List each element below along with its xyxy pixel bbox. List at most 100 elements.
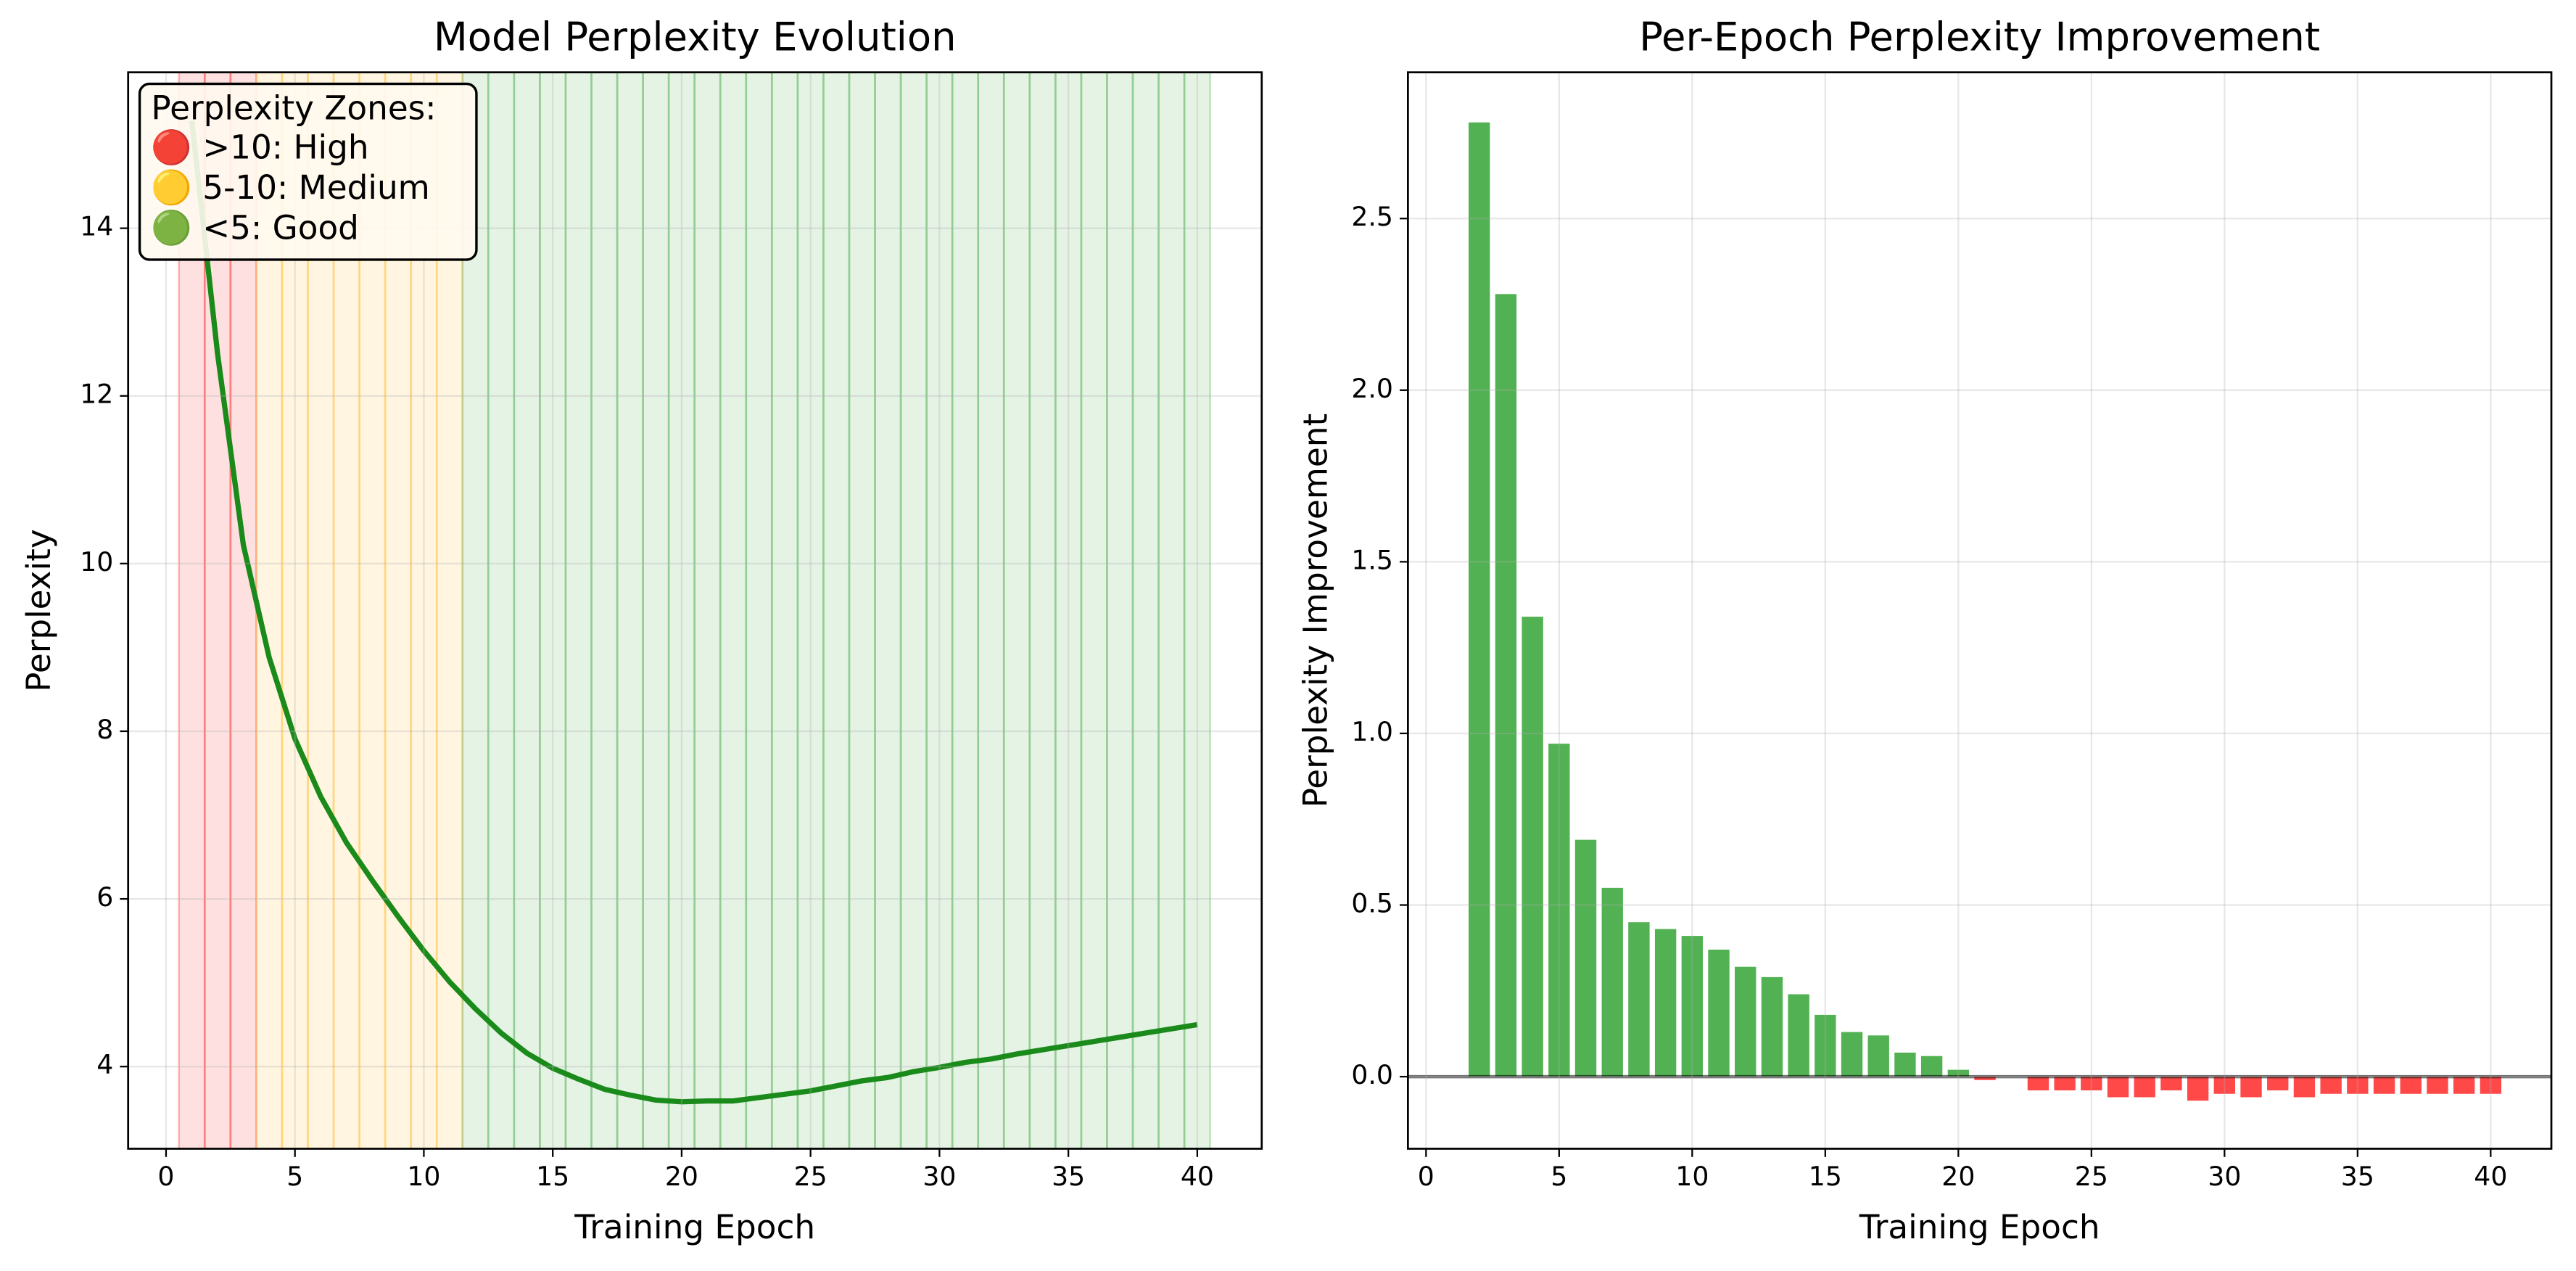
- zone-band: [487, 72, 516, 1149]
- zone-band: [1054, 72, 1083, 1149]
- x-tick-label: 25: [794, 1161, 827, 1192]
- bar: [2107, 1077, 2129, 1098]
- bar: [2347, 1077, 2369, 1094]
- bar: [2160, 1077, 2182, 1091]
- bar: [2187, 1077, 2209, 1101]
- bar: [2054, 1077, 2076, 1091]
- y-tick-label: 2.5: [1351, 201, 1393, 232]
- zone-band: [1183, 72, 1212, 1149]
- legend-entry: 🟢 <5: Good: [151, 209, 359, 247]
- y-tick-label: 4: [96, 1049, 113, 1080]
- bar: [1574, 839, 1597, 1077]
- zone-band: [899, 72, 928, 1149]
- y-tick-label: 6: [96, 881, 113, 913]
- x-tick-label: 35: [2341, 1161, 2374, 1192]
- bar: [1974, 1077, 1996, 1080]
- y-tick-label: 0.5: [1351, 888, 1393, 919]
- bar: [1495, 294, 1517, 1077]
- zone-band: [977, 72, 1005, 1149]
- zone-band: [951, 72, 980, 1149]
- legend-entry: 🔴 >10: High: [151, 128, 368, 167]
- x-tick-label: 25: [2075, 1161, 2108, 1192]
- bar: [2480, 1077, 2502, 1094]
- zone-band: [590, 72, 619, 1149]
- zone-band: [539, 72, 567, 1149]
- zone-band: [667, 72, 696, 1149]
- zone-band: [616, 72, 644, 1149]
- y-tick-label: 12: [80, 379, 113, 410]
- y-axis-label: Perplexity: [20, 529, 58, 692]
- zone-band: [513, 72, 541, 1149]
- bar: [2081, 1077, 2102, 1091]
- bar: [2240, 1077, 2262, 1098]
- y-tick-label: 1.0: [1351, 716, 1393, 747]
- legend-entry: 🟡 5-10: Medium: [151, 168, 429, 207]
- zone-band: [848, 72, 876, 1149]
- x-tick-label: 20: [665, 1161, 698, 1192]
- bar: [1654, 929, 1677, 1077]
- bar: [2320, 1077, 2342, 1094]
- zone-band: [1028, 72, 1057, 1149]
- zone-band: [925, 72, 954, 1149]
- bar: [1894, 1052, 1916, 1077]
- bar: [2453, 1077, 2475, 1094]
- bar: [1947, 1069, 1970, 1077]
- zone-band: [796, 72, 825, 1149]
- chart-title: Per-Epoch Perplexity Improvement: [1639, 15, 2320, 60]
- chart-title: Model Perplexity Evolution: [434, 15, 957, 60]
- x-tick-label: 5: [1551, 1161, 1567, 1192]
- bar: [1841, 1032, 1863, 1077]
- bar: [1548, 744, 1570, 1077]
- x-tick-label: 40: [2474, 1161, 2507, 1192]
- line: [189, 120, 1198, 1105]
- y-tick-label: 0.0: [1351, 1059, 1393, 1090]
- bar: [1920, 1056, 1943, 1077]
- bar: [2027, 1077, 2049, 1091]
- zone-band: [693, 72, 722, 1149]
- bar: [2267, 1077, 2289, 1091]
- bar: [1815, 1014, 1836, 1077]
- x-tick-label: 0: [157, 1161, 174, 1192]
- zone-band: [1106, 72, 1134, 1149]
- x-tick-label: 20: [1941, 1161, 1975, 1192]
- zone-band: [1002, 72, 1031, 1149]
- bar: [1522, 617, 1543, 1077]
- zone-band: [822, 72, 851, 1149]
- y-tick-label: 1.5: [1351, 544, 1393, 575]
- y-axis-label: Perplexity Improvement: [1296, 414, 1334, 808]
- zone-band: [719, 72, 748, 1149]
- x-tick-label: 10: [407, 1161, 440, 1192]
- legend-title: Perplexity Zones:: [151, 89, 436, 127]
- x-tick-label: 0: [1418, 1161, 1434, 1192]
- bar: [2427, 1077, 2448, 1094]
- zone-band: [770, 72, 799, 1149]
- x-tick-label: 15: [1809, 1161, 1842, 1192]
- axes-frame: [127, 71, 1263, 1150]
- bar: [1788, 994, 1809, 1077]
- zone-band: [874, 72, 902, 1149]
- bar: [1628, 922, 1650, 1077]
- bar: [2400, 1077, 2422, 1094]
- bar: [1761, 976, 1783, 1077]
- axes-frame: [1407, 71, 2553, 1150]
- zone-band: [642, 72, 670, 1149]
- bar: [1681, 936, 1704, 1077]
- x-tick-label: 30: [922, 1161, 956, 1192]
- y-tick-label: 2.0: [1351, 373, 1393, 404]
- legend: Perplexity Zones:🔴 >10: High🟡 5-10: Medi…: [138, 82, 478, 261]
- x-tick-label: 10: [1675, 1161, 1709, 1192]
- bar: [2213, 1077, 2236, 1094]
- x-tick-label: 5: [286, 1161, 303, 1192]
- zone-band: [1131, 72, 1160, 1149]
- x-tick-label: 40: [1181, 1161, 1214, 1192]
- legend-box: [138, 82, 478, 261]
- x-tick-label: 35: [1052, 1161, 1085, 1192]
- zone-band: [1080, 72, 1108, 1149]
- bar: [1708, 950, 1730, 1077]
- bar: [2293, 1077, 2316, 1098]
- zone-band: [1157, 72, 1186, 1149]
- x-axis-label: Training Epoch: [574, 1208, 815, 1246]
- x-axis-label: Training Epoch: [1859, 1208, 2100, 1246]
